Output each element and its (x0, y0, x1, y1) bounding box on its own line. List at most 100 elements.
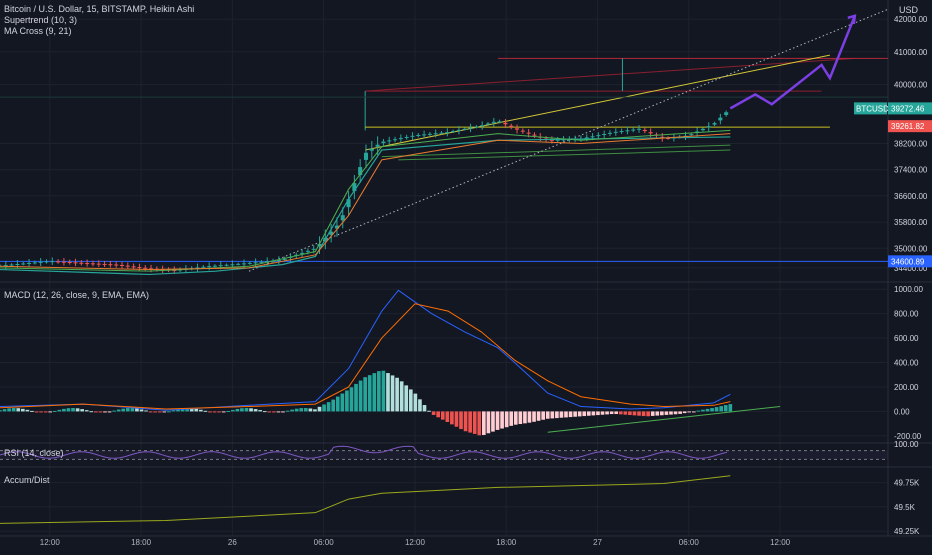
macd-histogram-bar (299, 408, 304, 412)
macd-histogram-bar (249, 408, 253, 412)
signal-line (0, 303, 731, 410)
candle (172, 270, 177, 272)
candle (625, 130, 630, 132)
macd-axis-label: 0.00 (894, 407, 910, 416)
x-tick-label: 18:00 (496, 538, 517, 547)
macd-histogram-bar (609, 411, 614, 415)
accum-pane-label[interactable]: Accum/Dist (4, 475, 50, 485)
candle (497, 121, 502, 123)
ma-cross-label[interactable]: MA Cross (9, 21) (4, 26, 72, 36)
price-axis-label: 35800.00 (894, 218, 928, 227)
rsi-band (0, 450, 888, 460)
candle (445, 132, 450, 134)
candle (247, 262, 252, 264)
macd-pane-label[interactable]: MACD (12, 26, close, 9, EMA, EMA) (4, 290, 150, 300)
candle (108, 264, 113, 266)
macd-histogram-bar (436, 411, 441, 418)
macd-histogram-bar (678, 411, 682, 414)
candle (3, 265, 8, 267)
macd-histogram-bar (623, 411, 628, 415)
macd-histogram-bar (408, 389, 413, 412)
projection-arrowhead (847, 14, 857, 24)
rising-wedge-line (365, 57, 855, 92)
candle (619, 131, 624, 133)
macd-histogram-bar (399, 381, 404, 412)
macd-histogram-bar (162, 411, 167, 413)
ma-slow-line (0, 133, 731, 271)
macd-histogram-bar (30, 410, 34, 412)
macd-histogram-bar (564, 411, 568, 418)
symbol-title[interactable]: Bitcoin / U.S. Dollar, 15, BITSTAMP, Hei… (4, 4, 195, 14)
macd-histogram-bar (701, 409, 705, 412)
candle (526, 132, 531, 134)
macd-histogram-bar (52, 410, 57, 412)
second-price-label-bg (888, 120, 932, 133)
candle (329, 231, 334, 235)
macd-histogram-bar (596, 411, 600, 416)
dotted-trend-line (248, 8, 889, 272)
candle (480, 125, 485, 127)
candle (119, 264, 125, 266)
macd-histogram-bar (404, 385, 409, 412)
candle (718, 117, 723, 121)
candle (230, 264, 235, 266)
macd-histogram-bar (66, 408, 71, 412)
macd-histogram-bar (600, 411, 605, 415)
macd-histogram-bar (112, 410, 116, 412)
candle (137, 267, 142, 269)
candle (149, 268, 154, 270)
macd-histogram-bar (682, 411, 687, 414)
macd-histogram-bar (313, 409, 317, 412)
macd-histogram-bar (308, 408, 313, 412)
macd-histogram-bar (322, 404, 326, 412)
macd-histogram-bar (43, 411, 48, 413)
macd-histogram-bar (203, 410, 208, 412)
candle (607, 132, 613, 134)
candle (96, 263, 101, 265)
rsi-pane-label[interactable]: RSI (14, close) (4, 448, 64, 458)
macd-histogram-bar (545, 411, 550, 419)
macd-histogram-bar (262, 411, 267, 413)
macd-histogram-bar (354, 383, 358, 412)
macd-axis-label: 600.00 (894, 334, 919, 343)
macd-histogram-bar (272, 411, 276, 413)
macd-histogram-bar (240, 408, 244, 412)
macd-histogram-bar (25, 409, 30, 412)
candle (404, 136, 409, 138)
price-axis-label: 35000.00 (894, 244, 928, 253)
candle (38, 261, 43, 263)
macd-histogram-bar (335, 396, 340, 412)
candle (468, 127, 473, 129)
macd-histogram-bar (189, 408, 194, 412)
candle (631, 129, 636, 131)
x-tick-label: 12:00 (770, 538, 791, 547)
macd-histogram-bar (582, 411, 587, 417)
macd-histogram-bar (285, 410, 290, 412)
candle (207, 266, 212, 268)
macd-histogram-bar (714, 407, 719, 412)
macd-histogram-bar (244, 407, 249, 412)
x-tick-label: 27 (593, 538, 602, 547)
macd-histogram-bar (290, 409, 294, 412)
supertrend-label[interactable]: Supertrend (10, 3) (4, 15, 78, 25)
macd-histogram-bar (527, 411, 532, 423)
macd-histogram-bar (728, 404, 733, 412)
macd-histogram-bar (57, 409, 62, 412)
macd-histogram-bar (454, 411, 459, 427)
macd-histogram-bar (687, 411, 692, 413)
macd-histogram-bar (11, 408, 16, 412)
candle (381, 141, 386, 144)
candle (334, 225, 339, 229)
macd-histogram-bar (413, 393, 418, 412)
symbol-tag: BTCUSD (856, 104, 889, 113)
macd-histogram-bar (486, 411, 491, 434)
macd-histogram-bar (459, 411, 463, 430)
symbol-tag-bg (854, 102, 887, 115)
macd-histogram-bar (646, 411, 650, 417)
macd-axis-label: 800.00 (894, 310, 919, 319)
candle (276, 260, 281, 262)
rsi-axis-label: 100.00 (894, 440, 919, 449)
macd-histogram-bar (605, 411, 609, 415)
